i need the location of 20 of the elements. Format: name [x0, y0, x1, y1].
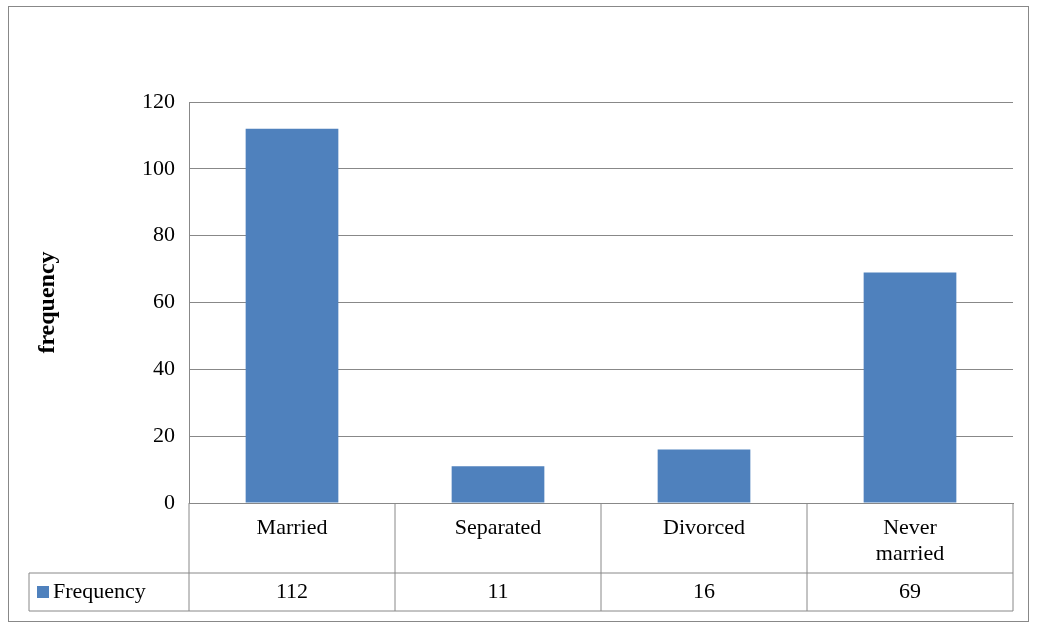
x-tick-label: Never married	[875, 513, 945, 566]
data-label: 16	[693, 577, 715, 603]
bar	[451, 466, 545, 503]
bar	[657, 449, 751, 503]
x-tick-label: Married	[256, 513, 328, 539]
y-axis-title: frequency	[32, 251, 59, 354]
y-tick-label: 20	[153, 421, 175, 447]
y-tick-label: 60	[153, 288, 175, 314]
data-label: 69	[899, 577, 921, 603]
y-tick-label: 40	[153, 355, 175, 381]
data-label: 11	[487, 577, 509, 603]
x-tick-label: Separated	[454, 513, 542, 539]
bar	[863, 272, 957, 503]
y-tick-label: 120	[142, 87, 175, 113]
y-tick-label: 80	[153, 221, 175, 247]
y-tick-label: 100	[142, 154, 175, 180]
x-tick-label: Divorced	[663, 513, 745, 539]
y-tick-label: 0	[164, 488, 175, 514]
bar	[245, 128, 339, 503]
data-label: 112	[275, 577, 309, 603]
